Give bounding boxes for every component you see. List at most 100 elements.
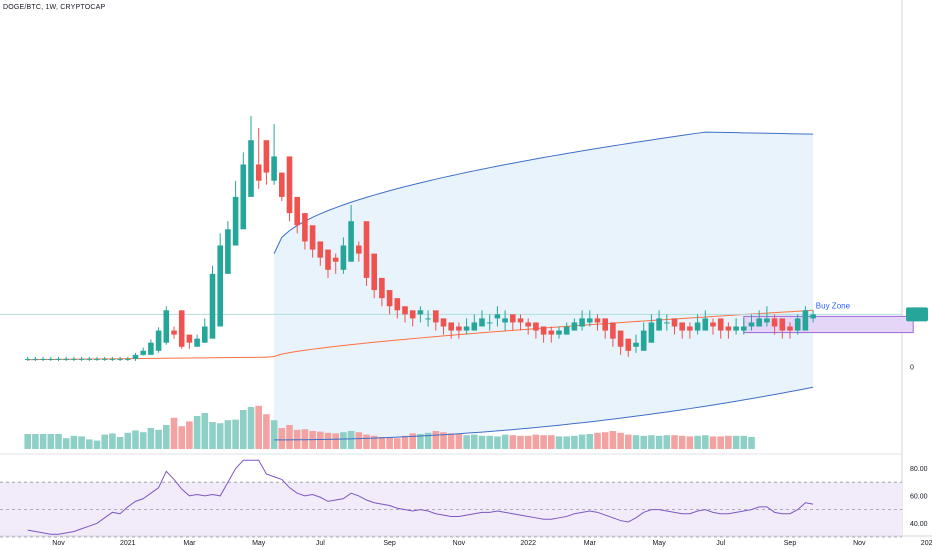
candle-body[interactable] xyxy=(625,338,632,351)
candle-body[interactable] xyxy=(302,213,308,242)
candle-body[interactable] xyxy=(132,354,139,359)
candle-body[interactable] xyxy=(687,326,693,331)
candle-body[interactable] xyxy=(725,326,732,331)
candle-body[interactable] xyxy=(433,310,439,323)
candle-body[interactable] xyxy=(40,358,46,360)
candle-body[interactable] xyxy=(787,326,793,331)
candle-body[interactable] xyxy=(255,164,262,181)
candle-body[interactable] xyxy=(409,310,416,319)
candle-body[interactable] xyxy=(325,249,331,270)
candle-body[interactable] xyxy=(186,334,193,343)
candle-body[interactable] xyxy=(417,310,424,315)
candle-body[interactable] xyxy=(125,358,131,360)
candle-body[interactable] xyxy=(617,330,624,347)
candle-body[interactable] xyxy=(548,330,555,335)
candle-body[interactable] xyxy=(679,322,685,331)
candle-body[interactable] xyxy=(140,350,146,355)
candle-body[interactable] xyxy=(533,322,539,331)
candle-body[interactable] xyxy=(148,342,154,355)
candle-body[interactable] xyxy=(463,326,470,331)
candle-body[interactable] xyxy=(448,322,454,331)
candle-body[interactable] xyxy=(371,253,377,291)
candle-body[interactable] xyxy=(394,298,401,311)
candle-body[interactable] xyxy=(232,196,239,246)
candle-body[interactable] xyxy=(209,273,216,339)
candle-body[interactable] xyxy=(271,156,277,181)
candle-body[interactable] xyxy=(571,322,578,331)
candle-body[interactable] xyxy=(779,318,786,331)
candle-body[interactable] xyxy=(748,322,755,327)
candle-body[interactable] xyxy=(379,277,385,299)
candle-body[interactable] xyxy=(117,358,123,360)
candle-body[interactable] xyxy=(163,310,170,343)
candle-body[interactable] xyxy=(602,318,608,331)
candle-body[interactable] xyxy=(402,306,408,315)
candle-body[interactable] xyxy=(194,338,200,347)
candle-body[interactable] xyxy=(664,322,670,324)
candle-body[interactable] xyxy=(171,330,177,335)
candle-body[interactable] xyxy=(240,164,247,230)
candle-body[interactable] xyxy=(340,245,347,270)
candle-body[interactable] xyxy=(486,322,493,324)
candle-body[interactable] xyxy=(425,318,431,320)
candle-body[interactable] xyxy=(248,140,254,197)
candle-body[interactable] xyxy=(694,322,701,331)
candle-body[interactable] xyxy=(671,318,678,327)
candle-body[interactable] xyxy=(78,358,85,360)
candle-body[interactable] xyxy=(225,229,231,274)
candle-body[interactable] xyxy=(202,326,208,343)
candle-body[interactable] xyxy=(94,358,100,360)
candle-body[interactable] xyxy=(363,221,370,278)
candle-body[interactable] xyxy=(579,318,585,327)
candle-body[interactable] xyxy=(479,318,485,327)
candle-body[interactable] xyxy=(610,322,616,339)
candle-body[interactable] xyxy=(309,225,316,250)
candle-body[interactable] xyxy=(86,358,93,360)
candle-body[interactable] xyxy=(178,310,185,347)
candle-body[interactable] xyxy=(764,318,770,323)
candle-body[interactable] xyxy=(587,318,593,323)
candle-body[interactable] xyxy=(155,330,162,351)
candle-body[interactable] xyxy=(24,358,31,360)
candle-body[interactable] xyxy=(279,172,285,197)
candle-body[interactable] xyxy=(332,257,339,262)
candle-body[interactable] xyxy=(286,156,293,214)
candle-body[interactable] xyxy=(456,326,462,331)
candle-body[interactable] xyxy=(771,318,778,327)
candle-body[interactable] xyxy=(440,318,447,327)
candle-body[interactable] xyxy=(510,314,516,323)
candle-body[interactable] xyxy=(517,318,524,323)
candle-body[interactable] xyxy=(717,318,724,331)
candle-body[interactable] xyxy=(648,322,655,343)
candle-body[interactable] xyxy=(348,221,354,262)
candle-body[interactable] xyxy=(101,358,108,360)
candle-body[interactable] xyxy=(656,318,662,331)
candle-body[interactable] xyxy=(563,326,570,335)
candle-body[interactable] xyxy=(356,245,362,254)
candle-body[interactable] xyxy=(471,322,478,331)
candle-body[interactable] xyxy=(502,318,508,323)
candle-body[interactable] xyxy=(556,330,562,335)
candle-body[interactable] xyxy=(294,196,300,226)
candle-body[interactable] xyxy=(633,342,639,347)
candle-body[interactable] xyxy=(525,322,531,327)
candle-body[interactable] xyxy=(386,290,393,307)
candle-body[interactable] xyxy=(32,358,39,360)
candle-body[interactable] xyxy=(540,326,547,335)
candle-body[interactable] xyxy=(494,314,501,319)
candle-body[interactable] xyxy=(317,241,324,258)
candle-body[interactable] xyxy=(109,358,116,360)
candle-body[interactable] xyxy=(71,358,77,360)
candle-body[interactable] xyxy=(594,318,601,323)
candle-body[interactable] xyxy=(263,140,270,173)
candle-body[interactable] xyxy=(55,358,62,360)
candle-body[interactable] xyxy=(741,326,747,331)
candle-body[interactable] xyxy=(710,322,716,327)
candle-body[interactable] xyxy=(733,326,739,331)
candle-body[interactable] xyxy=(48,358,54,360)
candle-body[interactable] xyxy=(702,318,709,331)
candle-body[interactable] xyxy=(63,358,69,360)
candle-body[interactable] xyxy=(640,330,647,351)
